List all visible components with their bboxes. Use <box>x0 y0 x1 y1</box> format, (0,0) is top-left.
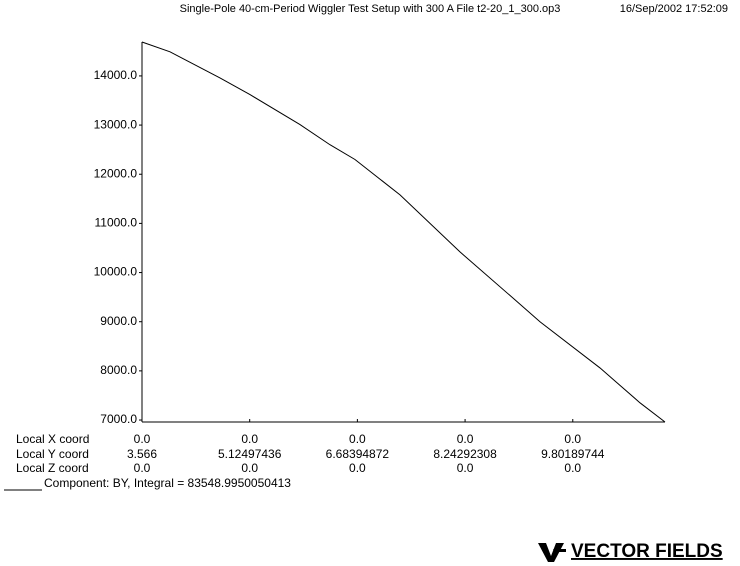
table-cell: 0.0 <box>457 461 474 475</box>
timestamp: 16/Sep/2002 17:52:09 <box>620 3 728 15</box>
y-tick-label: 12000.0 <box>94 166 138 180</box>
logo-mark <box>538 543 564 562</box>
row-label: Local X coord <box>16 432 89 446</box>
x-tick-label: 9.80189744 <box>541 447 605 461</box>
y-tick-label: 9000.0 <box>100 314 137 328</box>
y-tick-label: 13000.0 <box>94 117 138 131</box>
row-label: Local Z coord <box>16 461 89 475</box>
y-tick-label: 11000.0 <box>95 216 138 230</box>
table-cell: 0.0 <box>349 432 366 446</box>
row-label: Local Y coord <box>16 447 89 461</box>
logo: VECTOR FIELDS <box>538 541 723 562</box>
y-tick-label: 14000.0 <box>94 68 138 82</box>
y-tick-label: 8000.0 <box>100 363 137 377</box>
logo-text: VECTOR FIELDS <box>571 541 723 562</box>
y-tick-label: 10000.0 <box>94 265 138 279</box>
table-cell: 0.0 <box>564 432 581 446</box>
x-tick-label: 8.24292308 <box>433 447 497 461</box>
x-tick-label: 3.566 <box>127 447 157 461</box>
table-cell: 0.0 <box>134 432 151 446</box>
data-line <box>141 41 666 423</box>
table-cell: 0.0 <box>457 432 474 446</box>
table-cell: 0.0 <box>349 461 366 475</box>
x-tick-label: 5.12497436 <box>218 447 282 461</box>
table-cell: 0.0 <box>241 461 258 475</box>
logo-mark <box>553 549 566 552</box>
table-cell: 0.0 <box>241 432 258 446</box>
table-cell: 0.0 <box>564 461 581 475</box>
legend-label: Component: BY, Integral = 83548.99500504… <box>44 476 291 490</box>
x-tick-label: 6.68394872 <box>326 447 390 461</box>
y-tick-label: 7000.0 <box>100 412 137 426</box>
chart-title: Single-Pole 40-cm-Period Wiggler Test Se… <box>180 3 561 15</box>
table-cell: 0.0 <box>134 461 151 475</box>
